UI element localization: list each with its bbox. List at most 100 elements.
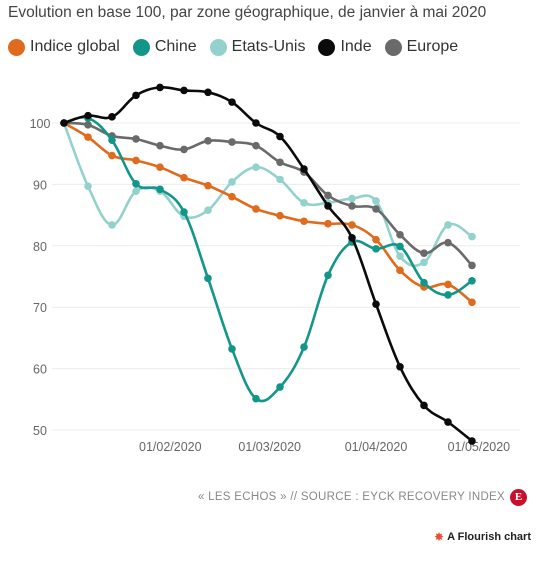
data-point-chine [396,242,404,251]
flourish-credit[interactable]: ✸ A Flourish chart [434,530,531,544]
data-point-chine [324,271,332,280]
x-tick-label: 01/03/2020 [238,440,301,454]
series-line-indice-global [62,121,474,304]
data-point-etats-unis [300,199,308,207]
data-point-chine [180,208,188,216]
y-tick-label: 80 [33,240,47,254]
data-point-inde [156,83,164,92]
data-point-europe [420,249,428,257]
data-point-indice-global [396,266,404,275]
flourish-credit-text: A Flourish chart [447,531,531,543]
data-point-etats-unis [276,175,284,184]
y-tick-label: 90 [33,178,47,192]
series-line-europe [62,121,474,267]
data-point-indice-global [444,280,452,289]
data-point-chine [276,383,284,391]
data-point-europe [180,145,188,154]
legend-label: Etats-Unis [231,38,306,55]
x-tick-label: 01/05/2020 [448,440,511,454]
data-point-indice-global [468,298,476,307]
data-point-etats-unis [420,258,428,267]
data-point-europe [132,135,140,143]
data-point-chine [468,276,476,285]
data-point-chine [132,179,140,188]
data-point-chine [156,185,164,194]
data-point-europe [372,205,380,213]
data-point-europe [396,230,404,239]
data-point-etats-unis [468,232,476,241]
data-point-europe [228,138,236,146]
data-point-indice-global [372,235,380,244]
data-point-etats-unis [228,178,236,186]
data-point-etats-unis [348,194,356,203]
legend-item-0[interactable]: Indice global [8,38,120,56]
data-point-chine [108,136,116,144]
data-point-inde [60,119,68,127]
chart-subtitle: Evolution en base 100, par zone géograph… [8,4,487,21]
data-point-indice-global [348,221,356,229]
data-point-inde [108,113,116,121]
data-point-inde [84,111,92,120]
data-point-inde [276,132,284,141]
data-point-europe [84,121,92,129]
data-point-chine [228,345,236,353]
les-echos-logo-icon: E [510,489,527,506]
y-tick-label: 60 [33,363,47,377]
data-point-chine [204,274,212,283]
legend-swatch [8,38,25,56]
data-point-inde [372,300,380,308]
data-point-europe [156,141,164,150]
data-point-etats-unis [396,252,404,261]
data-point-etats-unis [372,197,380,205]
legend-item-4[interactable]: Europe [384,38,459,56]
data-point-etats-unis [108,221,116,229]
data-point-europe [468,261,476,270]
data-point-etats-unis [204,206,212,214]
x-tick-label: 01/04/2020 [345,440,408,454]
data-point-inde [180,86,188,95]
y-tick-label: 100 [30,117,51,131]
legend-label: Indice global [30,38,120,55]
data-point-inde [252,119,260,127]
data-point-inde [228,98,236,106]
data-point-indice-global [276,211,284,220]
data-point-indice-global [252,205,260,213]
y-tick-label: 50 [33,424,47,438]
data-point-inde [300,165,308,173]
data-point-chine [444,291,452,299]
data-point-inde [420,401,428,410]
data-point-inde [348,234,356,242]
legend-swatch [318,38,336,56]
legend-label: Inde [340,38,372,55]
data-point-europe [348,202,356,210]
data-point-indice-global [300,217,308,226]
data-point-europe [324,191,332,200]
legend-item-1[interactable]: Chine [132,38,197,56]
data-point-indice-global [108,151,116,160]
y-tick-label: 70 [33,301,47,315]
data-point-inde [204,88,212,97]
data-point-etats-unis [84,182,92,191]
data-point-indice-global [228,192,236,201]
data-point-inde [324,202,332,210]
data-point-indice-global [84,133,92,141]
data-point-etats-unis [252,163,260,172]
data-point-inde [468,437,476,445]
x-tick-label: 01/02/2020 [139,440,202,454]
data-point-indice-global [156,163,164,172]
data-point-etats-unis [444,221,452,229]
data-point-indice-global [324,219,332,228]
data-point-etats-unis [132,187,140,195]
data-point-europe [276,158,284,167]
legend-label: Europe [406,38,459,55]
data-point-europe [444,238,452,247]
legend-item-3[interactable]: Inde [318,38,372,56]
data-point-inde [444,418,452,426]
data-point-chine [420,278,428,287]
data-point-europe [252,141,260,150]
legend-item-2[interactable]: Etats-Unis [209,38,306,56]
data-point-chine [372,245,380,253]
chart-legend: Indice global Chine Etats-Unis Inde Europe [8,38,471,56]
data-point-chine [252,394,260,403]
